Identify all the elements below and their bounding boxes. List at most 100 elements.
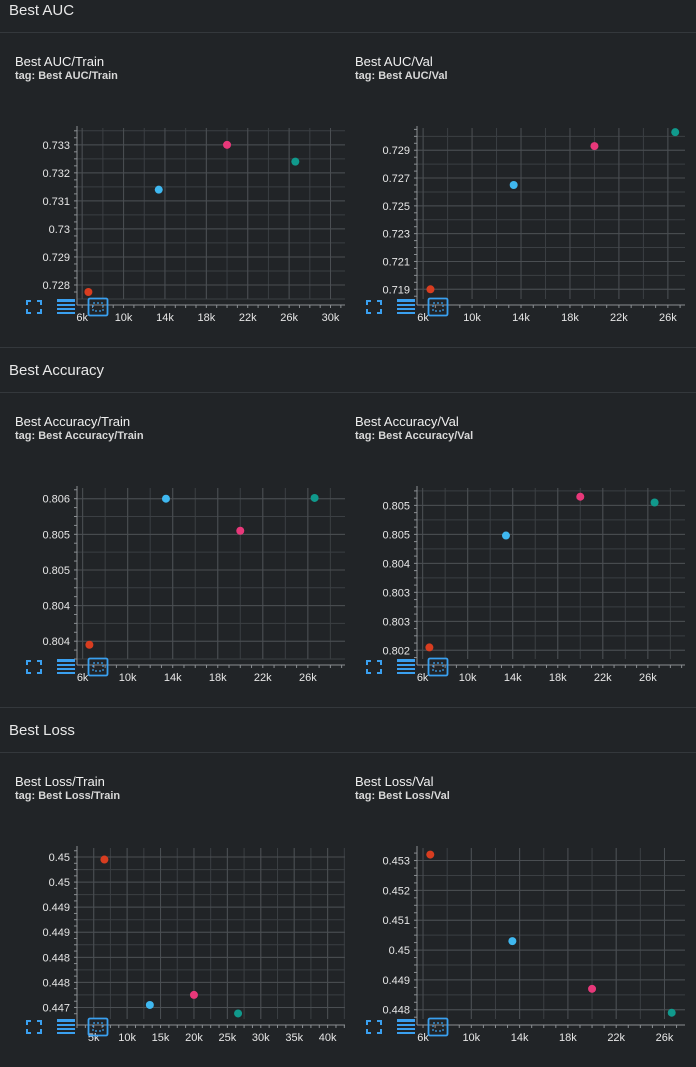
data-table-button[interactable] [55, 657, 77, 677]
chart-toolbar [363, 1017, 449, 1037]
chart-card: Best Accuracy/Val tag: Best Accuracy/Val 0… [355, 393, 695, 707]
data-table-button[interactable] [395, 297, 417, 317]
chart-tag: tag: Best Accuracy/Val [355, 430, 474, 442]
data-point[interactable] [576, 492, 585, 501]
x-tick-label: 10k [463, 312, 481, 324]
x-tick-label: 35k [285, 1032, 303, 1044]
y-tick-label: 0.729 [382, 145, 410, 157]
section-header-loss[interactable]: Best Loss [0, 707, 696, 753]
data-point[interactable] [508, 937, 517, 946]
fullscreen-button[interactable] [363, 657, 385, 677]
chart-tag: tag: Best AUC/Train [15, 70, 118, 82]
x-tick-label: 22k [594, 672, 612, 684]
fit-domain-button[interactable] [427, 297, 449, 317]
y-tick-label: 0.452 [382, 885, 410, 897]
data-table-button[interactable] [395, 1017, 417, 1037]
data-point[interactable] [100, 855, 109, 864]
chart-toolbar [363, 297, 449, 317]
chart-card: Best Loss/Val tag: Best Loss/Val 0.448 0.44… [355, 753, 695, 1067]
x-tick-label: 26k [299, 672, 317, 684]
y-tick-label: 0.732 [42, 168, 70, 180]
y-tick-label: 0.728 [42, 280, 70, 292]
x-tick-label: 18k [561, 312, 579, 324]
fit-domain-icon [427, 297, 449, 317]
data-table-button[interactable] [395, 657, 417, 677]
data-table-icon [57, 1019, 75, 1034]
scatter-plot[interactable]: 0.804 0.804 0.805 0.805 0.806 6k 10k 14k 18k 22k 2… [15, 393, 355, 684]
x-tick-label: 22k [610, 312, 628, 324]
y-tick-label: 0.803 [382, 587, 410, 599]
fit-domain-button[interactable] [87, 657, 109, 677]
fullscreen-button[interactable] [363, 297, 385, 317]
data-point[interactable] [145, 1000, 154, 1009]
x-tick-label: 26k [639, 672, 657, 684]
x-tick-label: 10k [115, 312, 133, 324]
chart-tag: tag: Best AUC/Val [355, 70, 448, 82]
x-tick-label: 14k [504, 672, 522, 684]
data-point[interactable] [310, 493, 319, 502]
scatter-plot[interactable]: 0.719 0.721 0.723 0.725 0.727 0.729 6k 10k 14k 18… [355, 33, 695, 324]
data-point[interactable] [509, 181, 518, 189]
fullscreen-icon [366, 300, 382, 314]
section-header-accuracy[interactable]: Best Accuracy [0, 347, 696, 393]
fit-domain-button[interactable] [87, 297, 109, 317]
data-point[interactable] [223, 140, 232, 149]
data-point[interactable] [425, 643, 434, 652]
fullscreen-button[interactable] [363, 1017, 385, 1037]
data-point[interactable] [426, 285, 435, 294]
data-point[interactable] [671, 128, 680, 137]
data-point[interactable] [501, 531, 510, 540]
fit-domain-icon [87, 1017, 109, 1037]
y-tick-label: 0.451 [382, 915, 410, 927]
y-tick-label: 0.802 [382, 645, 410, 657]
fit-domain-button[interactable] [87, 1017, 109, 1037]
data-point[interactable] [426, 850, 435, 859]
x-tick-label: 26k [659, 312, 677, 324]
data-table-icon [57, 659, 75, 674]
y-tick-label: 0.73 [49, 224, 70, 236]
x-tick-label: 10k [118, 1032, 136, 1044]
chart-toolbar [23, 1017, 109, 1037]
fullscreen-button[interactable] [23, 657, 45, 677]
x-tick-label: 26k [656, 1032, 674, 1044]
y-tick-label: 0.721 [382, 256, 410, 268]
y-tick-label: 0.719 [382, 284, 410, 296]
data-point[interactable] [590, 142, 599, 151]
data-point[interactable] [667, 1008, 676, 1017]
data-point[interactable] [234, 1009, 243, 1018]
chart-card: Best Accuracy/Train tag: Best Accuracy/Tr… [15, 393, 355, 707]
data-point[interactable] [588, 984, 597, 993]
y-tick-label: 0.804 [42, 601, 70, 613]
data-point[interactable] [236, 526, 245, 535]
data-point[interactable] [161, 494, 170, 503]
scatter-plot[interactable]: 0.448 0.449 0.45 0.451 0.452 0.453 6k 10k 14k 18k… [355, 753, 695, 1044]
x-tick-label: 6k [417, 312, 429, 324]
fit-domain-icon [427, 1017, 449, 1037]
fit-domain-button[interactable] [427, 657, 449, 677]
fullscreen-button[interactable] [23, 297, 45, 317]
card-row-auc: Best AUC/Train tag: Best AUC/Train 0.728 0.… [0, 33, 696, 347]
chart-tag: tag: Best Accuracy/Train [15, 430, 144, 442]
scatter-plot[interactable]: 0.802 0.803 0.803 0.804 0.805 0.805 6k 10k 14k 18… [355, 393, 695, 684]
fullscreen-button[interactable] [23, 1017, 45, 1037]
data-point[interactable] [189, 990, 198, 999]
data-point[interactable] [85, 640, 94, 649]
chart-toolbar [23, 657, 109, 677]
x-tick-label: 40k [319, 1032, 337, 1044]
x-tick-label: 18k [549, 672, 567, 684]
data-table-button[interactable] [55, 1017, 77, 1037]
fit-domain-button[interactable] [427, 1017, 449, 1037]
data-table-button[interactable] [55, 297, 77, 317]
data-point[interactable] [84, 287, 93, 296]
section-header-auc[interactable]: Best AUC [0, 0, 696, 33]
scatter-plot[interactable]: 0.728 0.729 0.73 0.731 0.732 0.733 6k 10k 14k 18k… [15, 33, 355, 324]
data-point[interactable] [154, 185, 163, 194]
chart-title: Best AUC/Val [355, 54, 433, 69]
data-point[interactable] [291, 157, 300, 166]
y-tick-label: 0.447 [42, 1002, 70, 1014]
data-point[interactable] [650, 498, 659, 507]
x-tick-label: 14k [164, 672, 182, 684]
y-tick-label: 0.805 [382, 500, 410, 512]
x-tick-label: 22k [607, 1032, 625, 1044]
